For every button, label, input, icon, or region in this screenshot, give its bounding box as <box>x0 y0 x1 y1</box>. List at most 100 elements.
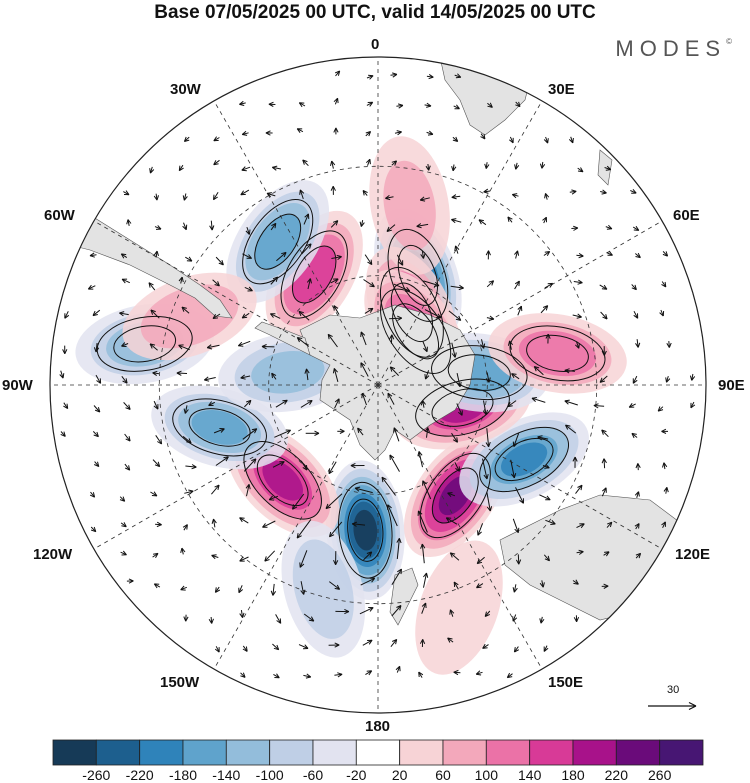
lon-label-30w: 30W <box>170 81 201 98</box>
wind-arrow <box>593 403 605 409</box>
wind-arrow <box>389 334 395 344</box>
colorbar-swatch <box>225 739 271 766</box>
wind-arrow <box>568 136 574 144</box>
wind-arrow <box>424 309 442 319</box>
wind-arrow <box>92 309 101 317</box>
wind-arrow <box>448 310 462 321</box>
wind-arrow <box>64 311 70 319</box>
wind-arrow <box>634 523 640 530</box>
wind-arrow <box>272 165 281 171</box>
wind-arrow <box>333 551 339 566</box>
wind-arrow <box>576 252 584 259</box>
wind-arrow <box>185 464 197 470</box>
graticule <box>50 57 706 713</box>
wind-arrow <box>275 614 282 624</box>
wind-arrow <box>632 225 640 231</box>
wind-arrow <box>453 669 461 676</box>
wind-arrow <box>182 222 188 231</box>
wind-arrow <box>176 370 188 376</box>
wind-arrow <box>300 400 313 408</box>
wind-arrow <box>274 429 291 438</box>
wind-arrow <box>543 554 550 562</box>
wind-arrow <box>272 461 285 468</box>
wind-arrow <box>480 133 486 140</box>
wind-arrow <box>270 313 281 319</box>
colorbar-swatch <box>659 739 704 766</box>
wind-arrow <box>451 194 461 200</box>
wind-arrow <box>304 368 310 381</box>
wind-arrow <box>485 428 491 448</box>
wind-arrow <box>182 436 192 444</box>
wind-arrow <box>242 253 252 259</box>
wind-arrow <box>240 672 246 678</box>
wind-arrow <box>149 343 158 351</box>
wind-arrow <box>92 431 99 438</box>
colorbar-tick-label: -260 <box>82 767 111 783</box>
wind-arrow <box>153 400 159 410</box>
modes-logo: MODES© <box>615 36 732 62</box>
contour-line <box>347 498 384 562</box>
wind-arrow <box>391 605 402 617</box>
contour-line <box>188 408 251 447</box>
wind-arrow <box>241 130 249 136</box>
wind-arrow <box>533 366 544 376</box>
colorbar-swatch <box>312 739 357 766</box>
wind-arrow <box>515 554 522 565</box>
wind-arrow <box>237 340 251 347</box>
wind-arrow <box>330 278 339 284</box>
contour-line <box>291 245 337 304</box>
wind-arrow <box>298 102 306 108</box>
wind-arrow <box>300 581 306 595</box>
wind-arrow <box>296 128 304 133</box>
wind-arrow <box>296 519 312 539</box>
map-title: Base 07/05/2025 00 UTC, valid 14/05/2025… <box>154 2 596 23</box>
colorbar-swatch <box>52 739 97 766</box>
wind-arrow <box>351 521 366 527</box>
wind-arrow <box>482 400 488 415</box>
wind-arrow <box>515 487 524 504</box>
brand-text: MODES <box>615 36 727 61</box>
colorbar-swatch <box>442 739 487 766</box>
wind-arrow <box>185 256 193 262</box>
wind-arrow <box>337 428 345 434</box>
wind-arrow <box>206 344 220 350</box>
wind-arrow <box>124 463 131 471</box>
wind-arrow <box>420 543 426 564</box>
wind-arrow <box>445 517 458 525</box>
wind-arrow <box>634 491 640 498</box>
reference-vector-label: 30 <box>667 684 680 696</box>
wind-arrow <box>507 216 513 223</box>
lon-label-0: 0 <box>371 36 380 53</box>
wind-arrow <box>453 104 460 110</box>
wind-arrow <box>330 220 339 228</box>
wind-arrow <box>424 102 432 108</box>
wind-arrow <box>359 219 365 227</box>
wind-arrow <box>666 341 672 348</box>
contour-line <box>280 230 348 319</box>
wind-arrow <box>334 70 341 77</box>
wind-arrow <box>93 342 100 353</box>
wind-arrow <box>575 484 583 494</box>
wind-arrow <box>178 344 190 351</box>
wind-arrow <box>150 491 158 497</box>
wind-arrow <box>183 405 189 414</box>
wind-arrow <box>689 373 696 381</box>
wind-arrow <box>396 538 402 560</box>
wind-arrow <box>362 190 368 196</box>
wind-arrow <box>663 487 669 494</box>
wind-arrow <box>537 435 549 441</box>
colorbar-tick-label: -60 <box>302 767 324 783</box>
wind-arrow <box>453 581 459 590</box>
wind-arrow <box>364 254 373 266</box>
wind-arrow <box>238 585 244 594</box>
colorbar-tick-label: 260 <box>648 767 672 783</box>
wind-arrow <box>121 375 128 384</box>
wind-arrow <box>601 458 607 469</box>
anomaly-center-13 <box>226 180 330 304</box>
wind-arrow <box>126 578 134 584</box>
wind-arrow <box>634 252 641 259</box>
wind-arrow <box>599 284 608 290</box>
wind-arrow <box>543 136 549 144</box>
wind-arrow <box>600 189 607 195</box>
wind-arrow <box>95 374 102 384</box>
